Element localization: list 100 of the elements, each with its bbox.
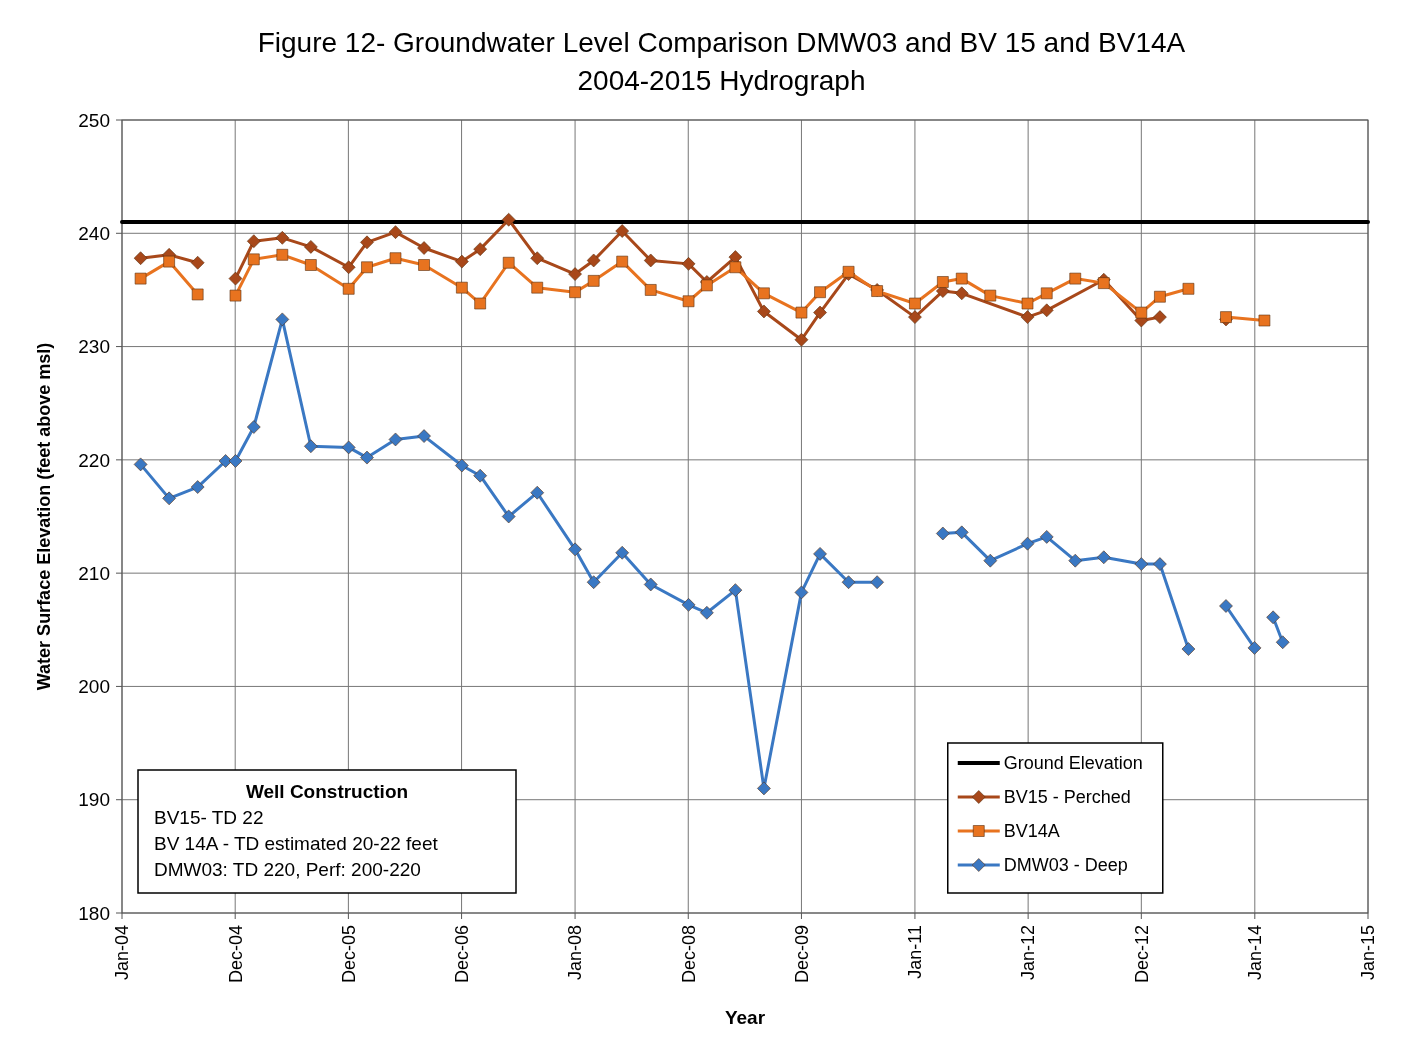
y-tick-label: 180: [78, 902, 110, 924]
point: [954, 286, 969, 301]
point: [191, 288, 204, 301]
point: [757, 781, 771, 796]
x-tick-label: Dec-06: [451, 925, 472, 984]
point: [795, 306, 808, 319]
legend-label: Ground Elevation: [1003, 753, 1143, 774]
point: [473, 468, 487, 483]
point: [389, 252, 402, 265]
point: [587, 275, 600, 287]
point: [569, 286, 581, 298]
x-tick-label: Jan-15: [1358, 925, 1379, 981]
x-tick-label: Dec-09: [791, 925, 812, 984]
point: [455, 254, 469, 269]
point: [530, 251, 545, 266]
point: [246, 420, 261, 434]
point: [162, 491, 176, 506]
y-tick-label: 190: [78, 789, 110, 811]
point: [388, 225, 403, 239]
point: [456, 281, 468, 294]
point: [360, 450, 374, 465]
x-tick-label: Jan-11: [905, 925, 926, 979]
point: [1096, 550, 1111, 565]
y-tick-label: 210: [78, 562, 110, 584]
point: [643, 577, 658, 592]
point: [360, 235, 374, 250]
point: [218, 454, 233, 468]
point: [984, 289, 997, 302]
point: [616, 255, 628, 268]
y-axis-title: Water Surface Elevation (feet above msl): [34, 342, 54, 691]
x-tick-label: Jan-04: [112, 925, 133, 981]
point: [1154, 290, 1166, 303]
point: [275, 231, 290, 245]
point: [341, 260, 356, 275]
point: [305, 259, 317, 271]
x-axis-title: Year: [724, 1007, 766, 1028]
point: [455, 458, 469, 473]
point: [729, 261, 742, 274]
point: [909, 297, 921, 310]
point: [813, 305, 827, 320]
point: [501, 509, 516, 524]
point: [228, 271, 243, 286]
point: [1219, 599, 1233, 613]
point: [983, 553, 998, 568]
point: [615, 545, 629, 560]
annotation: BV 14A - TD estimated 20-22 feet: [154, 833, 439, 854]
point: [1020, 536, 1035, 551]
point: [531, 281, 544, 294]
point: [1021, 297, 1034, 310]
point: [361, 261, 373, 274]
point: [473, 242, 487, 256]
point: [1181, 642, 1196, 656]
point: [681, 257, 696, 271]
point: [228, 454, 243, 468]
point: [275, 312, 290, 327]
point: [342, 283, 355, 295]
point: [758, 287, 770, 300]
point: [586, 253, 601, 268]
y-tick-label: 250: [78, 109, 110, 131]
point: [644, 284, 657, 296]
point: [502, 256, 515, 269]
point: [417, 429, 431, 443]
point: [1266, 610, 1280, 625]
y-tick-label: 240: [78, 222, 110, 244]
point: [954, 525, 969, 540]
point: [276, 249, 289, 261]
point: [568, 267, 582, 281]
legend-label: BV15 - Perched: [1003, 787, 1131, 808]
point: [1097, 277, 1110, 289]
point: [304, 439, 318, 454]
y-tick-label: 230: [78, 336, 110, 358]
point: [870, 575, 884, 590]
point: [1220, 311, 1232, 323]
legend-label: DMW03 - Deep: [1003, 855, 1128, 876]
point: [247, 253, 260, 266]
point: [417, 241, 431, 255]
chart-title: Figure 12- Groundwater Level Comparison DMW03 and BV 15 and BV14A: [257, 27, 1186, 58]
point: [1153, 557, 1167, 571]
annotation: DMW03: TD 220, Perf: 200-220: [154, 859, 421, 880]
point: [1039, 530, 1054, 544]
x-tick-label: Dec-08: [678, 925, 699, 984]
point: [474, 297, 486, 310]
point: [813, 547, 827, 561]
point: [814, 286, 826, 298]
point: [757, 304, 771, 319]
point: [643, 253, 658, 268]
point: [1134, 557, 1149, 571]
point: [1020, 310, 1035, 324]
point: [908, 310, 922, 324]
point: [1039, 303, 1054, 318]
point: [388, 432, 403, 447]
point: [190, 255, 205, 270]
point: [134, 272, 147, 285]
point: [133, 457, 148, 472]
point: [246, 234, 261, 249]
y-tick-label: 200: [78, 676, 110, 698]
point: [1153, 310, 1167, 324]
point: [841, 575, 856, 590]
point: [1135, 306, 1148, 319]
point: [133, 251, 148, 266]
